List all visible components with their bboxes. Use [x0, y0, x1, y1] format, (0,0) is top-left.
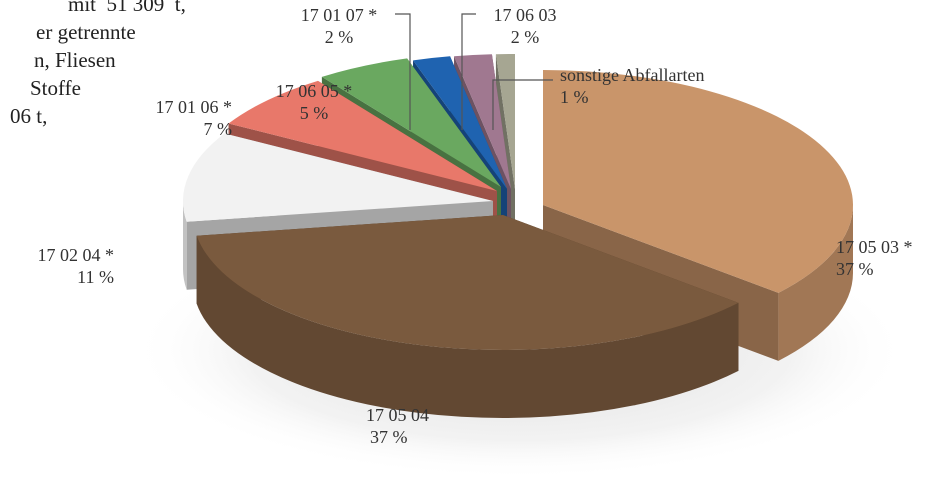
slice-label-17-02-04: 17 02 04 * 11 % [37, 245, 115, 287]
slice-label-17-06-03: 17 06 03 2 % [493, 5, 557, 47]
slice-17-01-06 [228, 80, 498, 191]
background-text-line: er getrennte [36, 20, 136, 44]
slice-side-17-05-04 [196, 235, 739, 419]
background-text-line: Stoffe [30, 76, 81, 100]
slice-sonstige-abfallarten [495, 54, 515, 189]
slice-label-sonstige: sonstige Abfallarten 1 % [560, 65, 705, 107]
slice-label-17-01-07: 17 01 07 * 2 % [300, 5, 378, 47]
background-text-line: mit 51 309 t, [68, 0, 186, 16]
leader-line-17-06-03 [461, 13, 476, 130]
leader-line-17-01-07 [395, 13, 411, 130]
slice-label-17-05-03: 17 05 03 * 37 % [836, 237, 913, 279]
slice-side-17-02-04 [183, 201, 187, 290]
slice-label-17-05-04: 17 05 04 37 % [366, 405, 429, 447]
slice-label-17-06-05: 17 06 05 * 5 % [275, 81, 353, 123]
slice-17-05-03 [543, 70, 853, 293]
slice-label-17-01-06: 17 01 06 * 7 % [155, 97, 233, 139]
slice-17-02-04 [183, 133, 493, 222]
background-text: mit 51 309 t, er getrennte n, Fliesen St… [0, 0, 200, 170]
slice-17-06-03 [454, 54, 511, 190]
slice-side-17-05-03 [778, 205, 853, 361]
slice-17-06-05 [321, 58, 501, 187]
background-text-line: n, Fliesen [34, 48, 116, 72]
slice-17-05-04 [196, 215, 739, 350]
slice-17-01-07 [413, 56, 507, 189]
leader-line-sonstige [492, 79, 553, 130]
background-text-line: 06 t, [10, 104, 48, 128]
